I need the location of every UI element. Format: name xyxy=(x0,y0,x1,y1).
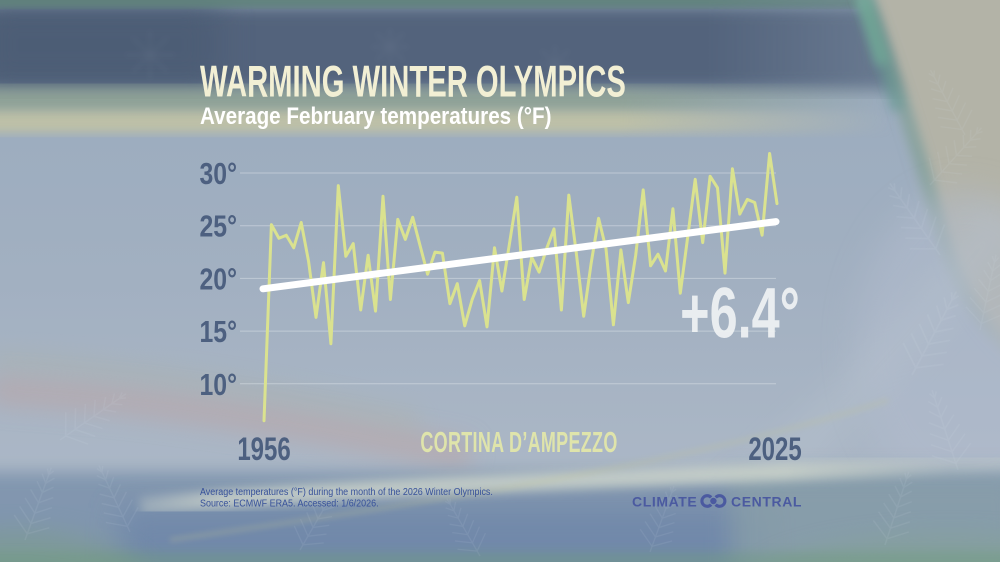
svg-text:30°: 30° xyxy=(200,156,237,190)
svg-text:CENTRAL: CENTRAL xyxy=(731,494,802,510)
svg-text:2025: 2025 xyxy=(748,431,801,467)
svg-text:CLIMATE: CLIMATE xyxy=(632,494,697,510)
svg-text:20°: 20° xyxy=(200,262,237,296)
svg-text:15°: 15° xyxy=(200,314,237,348)
svg-text:1956: 1956 xyxy=(237,431,290,467)
svg-text:+6.4°: +6.4° xyxy=(680,274,800,354)
svg-text:CORTINA D’AMPEZZO: CORTINA D’AMPEZZO xyxy=(420,427,617,459)
svg-text:WARMING WINTER OLYMPICS: WARMING WINTER OLYMPICS xyxy=(200,56,626,106)
svg-text:Source: ECMWF ERA5. Accessed:: Source: ECMWF ERA5. Accessed: 1/6/2026. xyxy=(200,498,379,510)
svg-text:Average February temperatures: Average February temperatures (°F) xyxy=(200,103,551,130)
svg-text:25°: 25° xyxy=(200,209,237,243)
svg-text:10°: 10° xyxy=(200,367,237,401)
svg-text:Average temperatures (°F) duri: Average temperatures (°F) during the mon… xyxy=(200,486,493,498)
